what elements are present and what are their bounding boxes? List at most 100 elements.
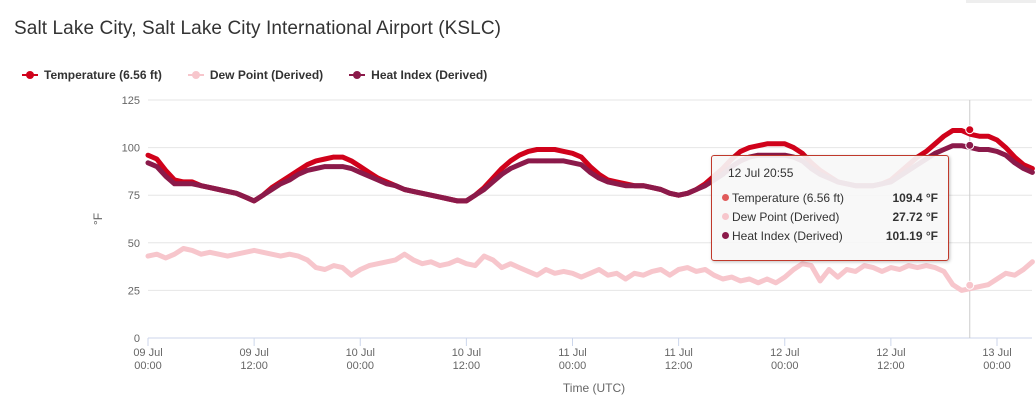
data-point-dew-point-derived-18 xyxy=(305,257,310,263)
data-point-dew-point-derived-83 xyxy=(879,269,885,274)
data-point-temperature-6-56-ft-70 xyxy=(764,141,770,146)
data-point-dew-point-derived-70 xyxy=(764,276,770,282)
data-point-dew-point-derived-80 xyxy=(853,269,858,274)
legend-item-temperature[interactable]: Temperature (6.56 ft) xyxy=(22,68,162,82)
data-point-dew-point-derived-31 xyxy=(420,261,425,266)
tooltip-dew-point-label: Dew Point (Derived) xyxy=(732,209,840,224)
data-point-dew-point-derived-96 xyxy=(994,276,1000,282)
data-point-heat-index-derived-26 xyxy=(375,177,381,183)
legend-item-dew-point[interactable]: Dew Point (Derived) xyxy=(187,68,323,82)
data-point-dew-point-derived-47 xyxy=(561,269,566,274)
legend-temperature-label: Temperature (6.56 ft) xyxy=(44,68,162,82)
data-point-dew-point-derived-41 xyxy=(508,261,513,266)
data-point-dew-point-derived-94 xyxy=(977,284,982,289)
data-point-heat-index-derived-36 xyxy=(464,198,469,204)
data-point-dew-point-derived-77 xyxy=(826,267,832,272)
y-tick-label-75: 75 xyxy=(128,190,140,202)
data-point-heat-index-derived-52 xyxy=(605,179,611,185)
data-point-heat-index-derived-0 xyxy=(145,160,151,165)
data-point-heat-index-derived-33 xyxy=(437,194,442,200)
data-point-dew-point-derived-40 xyxy=(499,265,504,270)
x-tick-label-8-time: 00:00 xyxy=(983,360,1011,372)
data-point-temperature-6-56-ft-68 xyxy=(747,145,752,150)
data-point-dew-point-derived-92 xyxy=(959,288,964,293)
data-point-dew-point-derived-68 xyxy=(747,276,752,282)
data-point-dew-point-derived-28 xyxy=(393,257,398,263)
data-point-temperature-6-56-ft-21 xyxy=(331,154,336,160)
data-point-dew-point-derived-39 xyxy=(490,257,496,263)
y-tick-label-25: 25 xyxy=(128,285,140,297)
data-point-dew-point-derived-3 xyxy=(172,252,177,257)
data-point-dew-point-derived-79 xyxy=(844,267,849,272)
data-point-dew-point-derived-23 xyxy=(349,273,354,278)
data-point-temperature-6-56-ft-95 xyxy=(986,134,991,139)
data-point-heat-index-derived-13 xyxy=(260,193,266,198)
x-tick-label-5-date: 11 Jul xyxy=(664,347,693,359)
hover-tooltip: 12 Jul 20:55 Temperature (6.56 ft) 109.4… xyxy=(711,155,949,261)
data-point-heat-index-derived-46 xyxy=(552,158,557,164)
data-point-dew-point-derived-48 xyxy=(570,271,575,276)
data-point-temperature-6-56-ft-91 xyxy=(950,128,955,133)
data-point-dew-point-derived-56 xyxy=(641,273,646,278)
data-point-heat-index-derived-38 xyxy=(481,187,487,192)
x-tick-label-8-date: 13 Jul xyxy=(982,347,1011,359)
data-point-heat-index-derived-2 xyxy=(163,174,168,179)
data-point-heat-index-derived-58 xyxy=(658,187,664,192)
data-point-heat-index-derived-59 xyxy=(667,191,672,196)
data-point-dew-point-derived-12 xyxy=(251,248,257,253)
data-point-dew-point-derived-53 xyxy=(614,271,619,276)
data-point-heat-index-derived-62 xyxy=(694,187,699,192)
x-tick-label-4-time: 00:00 xyxy=(559,360,587,372)
data-point-dew-point-derived-59 xyxy=(667,273,672,278)
data-point-dew-point-derived-78 xyxy=(835,274,840,280)
legend-item-heat-index[interactable]: Heat Index (Derived) xyxy=(349,68,487,82)
data-point-heat-index-derived-43 xyxy=(526,158,531,164)
data-point-heat-index-derived-8 xyxy=(216,187,221,192)
data-point-dew-point-derived-71 xyxy=(773,280,779,285)
data-point-heat-index-derived-53 xyxy=(614,181,619,186)
data-point-dew-point-derived-45 xyxy=(543,267,549,272)
data-point-heat-index-derived-31 xyxy=(420,191,425,196)
data-point-heat-index-derived-47 xyxy=(561,158,566,164)
data-point-dew-point-derived-51 xyxy=(596,267,602,272)
data-point-temperature-6-56-ft-18 xyxy=(305,162,310,167)
data-point-heat-index-derived-96 xyxy=(994,149,1000,154)
data-point-dew-point-derived-89 xyxy=(932,265,938,270)
legend-dew-point-swatch xyxy=(187,71,204,79)
data-point-dew-point-derived-32 xyxy=(428,259,434,264)
data-point-heat-index-derived-35 xyxy=(455,198,460,204)
tooltip-temperature-marker xyxy=(722,194,729,201)
data-point-dew-point-derived-7 xyxy=(207,250,213,255)
data-point-dew-point-derived-58 xyxy=(658,267,664,272)
data-point-dew-point-derived-6 xyxy=(198,252,204,257)
hover-marker-1 xyxy=(965,280,975,290)
data-point-temperature-6-56-ft-41 xyxy=(508,158,513,164)
data-point-dew-point-derived-60 xyxy=(676,267,681,272)
x-tick-label-6-time: 00:00 xyxy=(771,360,799,372)
data-point-dew-point-derived-22 xyxy=(340,265,345,270)
data-point-heat-index-derived-21 xyxy=(331,164,336,169)
data-point-heat-index-derived-50 xyxy=(588,170,593,175)
data-point-dew-point-derived-55 xyxy=(632,271,637,276)
data-point-dew-point-derived-100 xyxy=(1030,259,1035,264)
data-point-heat-index-derived-15 xyxy=(278,181,283,186)
data-point-temperature-6-56-ft-88 xyxy=(924,149,929,154)
data-point-heat-index-derived-44 xyxy=(534,158,540,164)
data-point-heat-index-derived-48 xyxy=(570,160,575,165)
data-point-dew-point-derived-46 xyxy=(552,271,557,276)
data-point-temperature-6-56-ft-20 xyxy=(322,156,328,162)
data-point-heat-index-derived-18 xyxy=(305,168,310,173)
data-point-dew-point-derived-52 xyxy=(605,273,611,278)
data-point-dew-point-derived-99 xyxy=(1021,267,1026,272)
data-point-dew-point-derived-97 xyxy=(1003,271,1008,276)
data-point-dew-point-derived-95 xyxy=(986,282,991,287)
data-point-heat-index-derived-34 xyxy=(446,196,451,202)
data-point-heat-index-derived-54 xyxy=(623,183,628,188)
data-point-dew-point-derived-37 xyxy=(473,263,478,268)
data-point-dew-point-derived-62 xyxy=(694,269,699,274)
data-point-heat-index-derived-63 xyxy=(703,183,708,188)
data-point-heat-index-derived-23 xyxy=(349,166,354,171)
data-point-heat-index-derived-37 xyxy=(473,193,478,198)
data-point-heat-index-derived-49 xyxy=(579,162,584,167)
data-point-heat-index-derived-39 xyxy=(490,179,496,185)
